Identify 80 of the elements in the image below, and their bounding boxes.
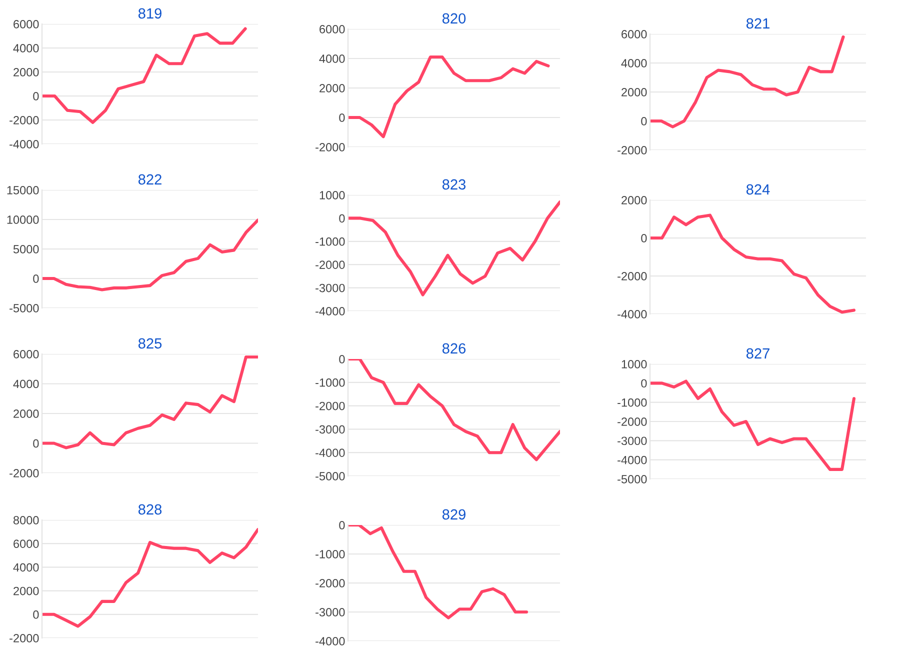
chart-title: 827: [746, 348, 770, 359]
y-tick-label: 4000: [13, 563, 39, 572]
y-tick-label: -5000: [10, 304, 39, 312]
y-tick-label: -2000: [316, 579, 345, 588]
y-tick-label: 4000: [13, 44, 39, 52]
line-series: [42, 528, 258, 628]
y-tick-label: 0: [33, 610, 39, 619]
chart-title: 821: [746, 18, 770, 29]
y-tick-label: 0: [641, 234, 647, 242]
y-tick-label: 0: [33, 274, 39, 283]
chart-title: 822: [138, 174, 162, 185]
y-tick-label: -2000: [10, 116, 39, 124]
y-tick-label: -3000: [316, 425, 345, 434]
y-tick-label: -3000: [316, 608, 345, 616]
y-tick-label: -2000: [316, 402, 345, 410]
y-tick-label: 8000: [13, 516, 39, 524]
y-tick-label: -1000: [316, 550, 345, 558]
y-tick-label: -2000: [316, 260, 345, 269]
y-tick-label: 6000: [622, 30, 647, 38]
line-series: [650, 35, 845, 128]
chart-title: 829: [442, 509, 466, 520]
y-tick-label: 2000: [14, 68, 39, 76]
y-tick-label: 4000: [13, 380, 39, 388]
y-tick-label: 6000: [14, 540, 39, 548]
y-tick-label: 6000: [320, 25, 345, 34]
line-series: [348, 525, 528, 620]
y-tick-label: -2000: [10, 634, 39, 642]
y-tick-label: -4000: [316, 307, 345, 316]
y-tick-label: 0: [641, 117, 647, 126]
y-tick-label: 6000: [14, 350, 39, 358]
y-tick-label: 1000: [622, 360, 647, 368]
y-tick-label: -4000: [618, 456, 647, 464]
y-tick-label: -4000: [316, 637, 345, 646]
y-tick-label: 2000: [320, 84, 345, 92]
y-tick-label: -4000: [10, 140, 39, 148]
y-tick-label: 5000: [13, 245, 39, 254]
y-tick-label: -2000: [316, 143, 345, 152]
line-series: [650, 214, 856, 314]
line-series: [348, 200, 560, 296]
line-series: [650, 380, 856, 471]
y-tick-label: -1000: [316, 378, 345, 387]
y-tick-label: 15000: [7, 186, 39, 194]
chart-title: 825: [138, 338, 162, 349]
chart-title: 819: [138, 8, 162, 19]
y-tick-label: 2000: [622, 196, 647, 204]
y-tick-label: -2000: [10, 469, 39, 478]
y-tick-label: 0: [339, 355, 345, 364]
y-tick-label: 2000: [622, 88, 647, 96]
y-tick-label: -5000: [618, 475, 647, 484]
y-tick-label: 4000: [621, 59, 647, 68]
y-tick-label: 6000: [14, 20, 39, 28]
y-tick-label: -4000: [618, 310, 647, 318]
chart-title: 824: [746, 184, 770, 195]
y-tick-label: -5000: [316, 472, 345, 480]
y-tick-label: 2000: [14, 410, 39, 418]
y-tick-label: 0: [339, 521, 345, 530]
chart-title: 826: [442, 343, 466, 354]
chart-title: 823: [442, 179, 466, 190]
y-tick-label: 4000: [319, 54, 345, 63]
y-tick-label: 10000: [7, 216, 39, 224]
y-tick-label: -1000: [618, 398, 647, 407]
y-tick-label: -3000: [618, 436, 647, 446]
y-tick-label: -2000: [618, 272, 647, 280]
y-tick-label: 0: [339, 114, 345, 122]
y-tick-label: -2000: [618, 418, 647, 426]
y-tick-label: 0: [33, 92, 39, 100]
chart-title: 820: [442, 13, 466, 24]
chart-title: 828: [138, 504, 162, 515]
y-tick-label: 1000: [320, 191, 345, 200]
y-tick-label: 0: [641, 379, 647, 388]
y-tick-label: -2000: [618, 146, 647, 154]
line-series: [42, 218, 258, 292]
y-tick-label: -3000: [316, 284, 345, 292]
y-tick-label: 2000: [14, 586, 39, 596]
line-series: [348, 55, 550, 138]
y-tick-label: 0: [33, 439, 39, 448]
y-tick-label: 0: [339, 214, 345, 223]
line-series: [42, 27, 247, 124]
y-tick-label: -1000: [316, 237, 345, 246]
y-tick-label: -4000: [316, 448, 345, 457]
